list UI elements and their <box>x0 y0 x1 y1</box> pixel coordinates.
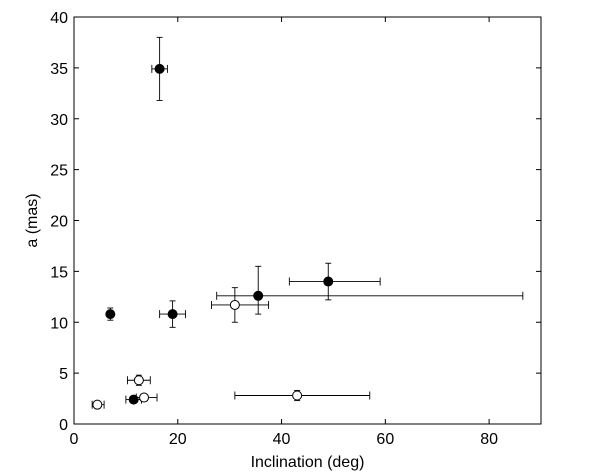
y-tick-label: 35 <box>50 61 68 78</box>
error-bar <box>216 265 524 315</box>
y-tick-label: 0 <box>59 417 68 434</box>
errorbars-layer <box>91 36 524 409</box>
data-point-open <box>229 299 240 310</box>
x-axis-title: Inclination (deg) <box>251 454 365 471</box>
x-tick-label: 60 <box>376 431 394 448</box>
x-tick-label: 40 <box>273 431 291 448</box>
y-tick-label: 15 <box>50 264 68 281</box>
y-tick-label: 10 <box>50 315 68 332</box>
y-tick-label: 20 <box>50 214 68 231</box>
plot-frame <box>73 16 542 425</box>
data-point-open <box>133 375 144 386</box>
data-point-filled <box>105 309 116 320</box>
y-axis-title: a (mas) <box>24 193 41 247</box>
data-point-filled <box>154 63 165 74</box>
y-tick-label: 25 <box>50 163 68 180</box>
data-point-open <box>139 392 150 403</box>
data-point-filled <box>253 290 264 301</box>
data-point-filled <box>128 394 139 405</box>
data-point-open <box>92 399 103 410</box>
error-bar <box>288 262 381 301</box>
data-point-filled <box>167 309 178 320</box>
data-point-open <box>292 390 303 401</box>
x-tick-label: 80 <box>480 431 498 448</box>
y-tick-label: 40 <box>50 10 68 27</box>
ticks-layer: 0 20 40 60 80 0 5 10 15 20 25 30 35 40 <box>50 10 541 448</box>
data-point-filled <box>323 276 334 287</box>
points-layer <box>92 63 334 410</box>
x-tick-label: 0 <box>70 431 79 448</box>
y-tick-label: 30 <box>50 112 68 129</box>
y-tick-label: 5 <box>59 366 68 383</box>
x-tick-label: 20 <box>169 431 187 448</box>
error-bar <box>234 389 371 402</box>
